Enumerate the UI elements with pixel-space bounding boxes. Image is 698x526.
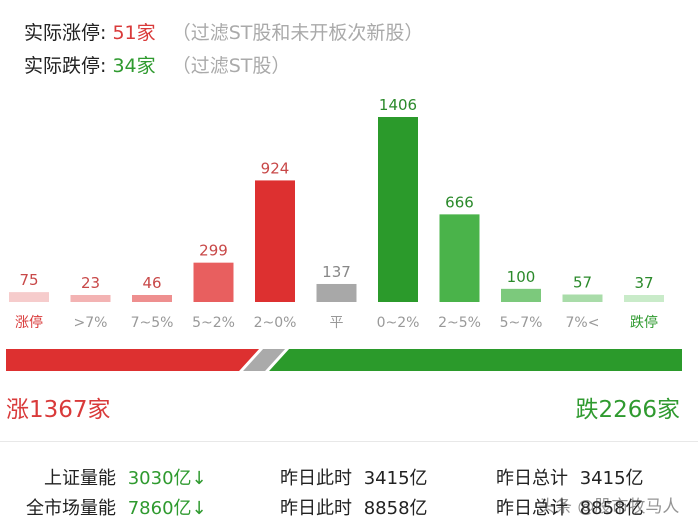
limit-up-value: 51家 (112, 22, 156, 44)
limit-down-value: 34家 (112, 55, 156, 77)
market-yesterday-now: 昨日此时 8858亿 (280, 494, 428, 520)
limit-down-line: 实际跌停: 34家 （过滤ST股） (24, 51, 290, 78)
bar-3 (193, 262, 234, 302)
market-volume-label: 全市场量能 (26, 498, 116, 519)
bar-value-label-5: 137 (322, 263, 351, 281)
bar-2 (132, 295, 172, 302)
category-label-10: 跌停 (630, 314, 658, 331)
market-yesterday-total-value: 8858亿 (579, 498, 644, 519)
bar-value-label-0: 75 (19, 271, 38, 289)
ratio-down-segment (269, 349, 682, 371)
limit-up-label: 实际涨停: (24, 22, 107, 44)
bar-5 (316, 283, 357, 302)
category-label-5: 平 (330, 315, 344, 331)
sh-yesterday-total-value: 3415亿 (579, 468, 644, 489)
bar-9 (562, 294, 603, 302)
watermark: 头条 @股市牧马人 (538, 497, 680, 517)
bar-value-label-4: 924 (261, 159, 290, 177)
market-yesterday-total: 昨日总计 8858亿 (496, 494, 644, 520)
ratio-flat-segment (243, 349, 286, 371)
limit-up-line: 实际涨停: 51家 （过滤ST股和未开板次新股） (24, 18, 423, 45)
category-label-3: 5~2% (192, 315, 235, 331)
up-count-summary: 涨1367家 (6, 397, 111, 423)
up-down-ratio-bar (6, 349, 682, 371)
bar-value-label-9: 57 (573, 274, 592, 292)
category-label-7: 2~5% (438, 315, 481, 331)
sh-volume-label: 上证量能 (44, 468, 116, 489)
market-volume-value: 7860亿↓ (127, 498, 207, 519)
bar-value-label-1: 23 (81, 274, 100, 292)
category-label-4: 2~0% (254, 315, 297, 331)
sh-volume-value: 3030亿↓ (127, 468, 207, 489)
bar-value-label-3: 299 (199, 242, 228, 260)
bar-value-label-6: 1406 (379, 96, 417, 114)
down-count-summary: 跌2266家 (575, 397, 680, 423)
limit-down-note: （过滤ST股） (171, 55, 291, 77)
sh-yesterday-now-value: 3415亿 (363, 468, 428, 489)
bar-7 (439, 214, 480, 302)
market-yesterday-now-value: 8858亿 (363, 498, 428, 519)
sh-volume: 上证量能 3030亿↓ (44, 464, 207, 490)
category-label-1: >7% (74, 315, 108, 331)
bar-10 (624, 295, 664, 302)
bar-value-label-8: 100 (507, 268, 536, 286)
category-label-6: 0~2% (377, 315, 420, 331)
bar-value-label-2: 46 (142, 274, 161, 292)
bar-4 (255, 180, 295, 302)
market-yesterday-total-label: 昨日总计 (496, 498, 568, 519)
limit-up-note: （过滤ST股和未开板次新股） (171, 22, 424, 44)
limit-down-label: 实际跌停: (24, 55, 107, 77)
sh-yesterday-total-label: 昨日总计 (496, 468, 568, 489)
sh-yesterday-now: 昨日此时 3415亿 (280, 464, 428, 490)
category-label-2: 7~5% (131, 315, 174, 331)
bar-8 (501, 288, 541, 302)
bar-1 (70, 295, 111, 302)
bar-6 (378, 117, 418, 302)
sh-yesterday-total: 昨日总计 3415亿 (496, 464, 644, 490)
market-volume: 全市场量能 7860亿↓ (26, 494, 207, 520)
ratio-up-segment (6, 349, 260, 371)
sh-yesterday-now-label: 昨日此时 (280, 468, 352, 489)
distribution-chart: 75 涨停 23 >7% 46 7~5% 299 5~2% 924 2~0% 137 平 1406 0~2… (9, 96, 664, 331)
bar-0 (9, 292, 49, 302)
category-label-0: 涨停 (15, 314, 43, 331)
market-yesterday-now-label: 昨日此时 (280, 498, 352, 519)
category-label-8: 5~7% (500, 315, 543, 331)
bar-value-label-7: 666 (445, 193, 474, 211)
bar-value-label-10: 37 (634, 274, 653, 292)
divider (0, 441, 698, 442)
category-label-9: 7%< (566, 315, 600, 331)
